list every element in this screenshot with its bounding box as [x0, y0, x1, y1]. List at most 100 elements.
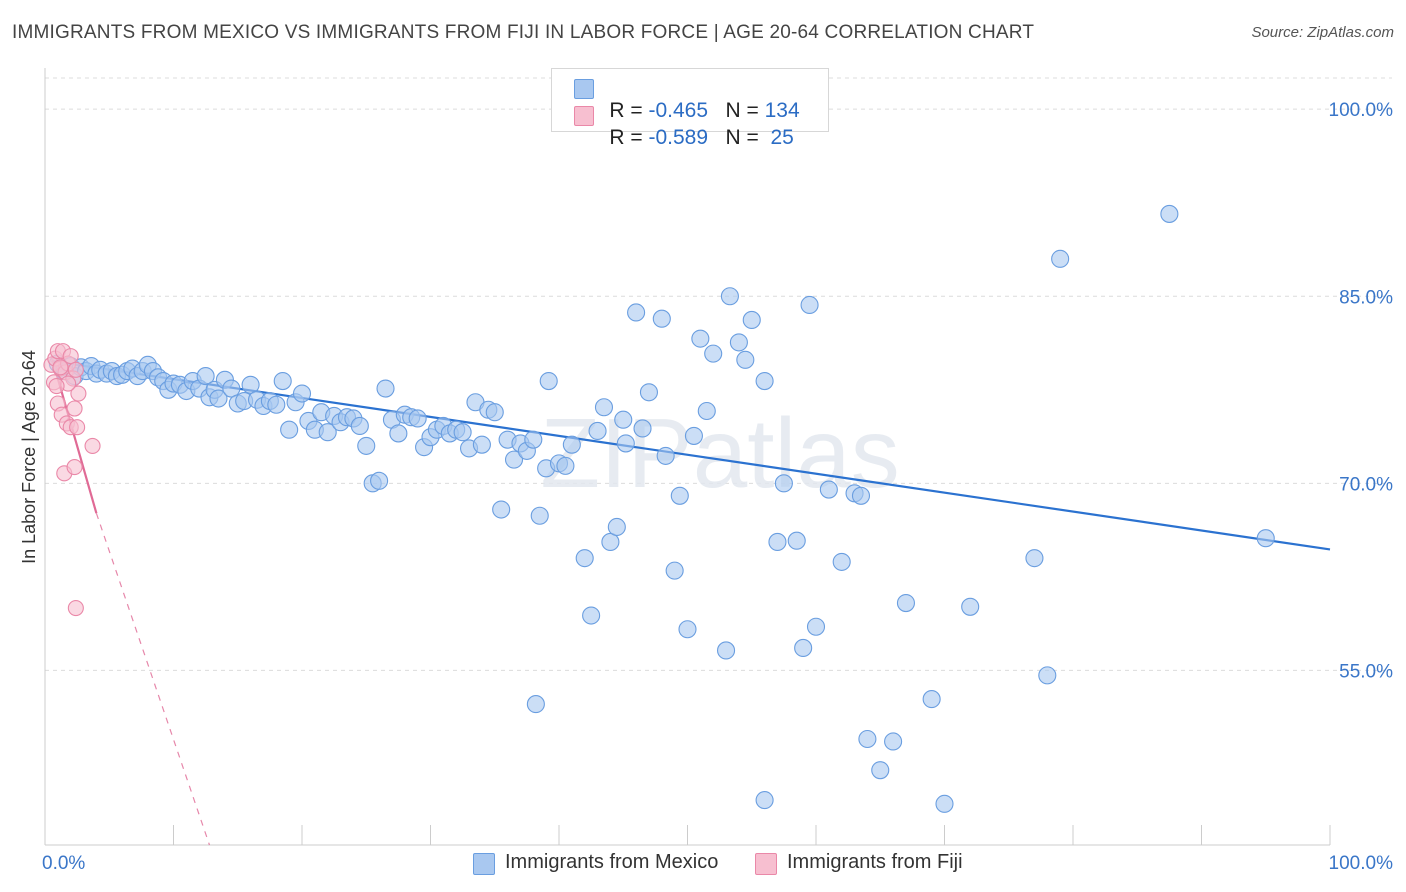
chart-title: IMMIGRANTS FROM MEXICO VS IMMIGRANTS FRO… [12, 22, 1035, 43]
data-points [43, 100, 1275, 813]
point-mexico [832, 552, 851, 571]
point-mexico [684, 426, 703, 445]
axes [44, 68, 1331, 846]
point-mexico [292, 384, 312, 403]
legend-n-value: 134 [764, 99, 800, 122]
point-mexico [774, 474, 793, 493]
legend-row-mexico: R = -0.465 N = 134 [574, 75, 800, 122]
y-tick-label: 55.0% [1339, 661, 1393, 682]
point-mexico [492, 500, 511, 519]
point-mexico [530, 506, 549, 525]
tick-labels: 55.0% 70.0% 85.0% 100.0% 0.0% 100.0% [42, 100, 1393, 874]
legend-swatch-fiji [755, 853, 777, 875]
point-mexico [871, 761, 890, 780]
point-mexico [704, 344, 723, 363]
point-mexico [691, 329, 710, 348]
point-mexico [539, 372, 558, 391]
point-fiji [84, 437, 101, 454]
point-mexico [582, 606, 601, 625]
legend-r-value: -0.465 [648, 99, 708, 122]
trend-line-mexico [51, 360, 1331, 551]
point-mexico [273, 372, 292, 391]
point-mexico [318, 423, 337, 442]
point-mexico [222, 379, 241, 398]
point-mexico [858, 729, 877, 749]
gridlines [45, 77, 1392, 671]
point-mexico [616, 434, 635, 453]
point-mexico [280, 420, 299, 439]
point-mexico [961, 597, 980, 616]
point-mexico [588, 421, 607, 440]
legend-swatch-mexico [574, 79, 594, 99]
point-mexico [485, 403, 504, 422]
legend-r-label: R = [609, 99, 649, 122]
point-fiji [62, 348, 79, 365]
y-axis-label: In Labor Force | Age 20-64 [19, 350, 39, 564]
y-tick-label: 100.0% [1329, 100, 1394, 121]
point-mexico [794, 638, 813, 657]
point-mexico [851, 486, 871, 505]
point-mexico [1038, 666, 1057, 685]
point-mexico [697, 401, 716, 421]
point-fiji [70, 385, 87, 402]
point-mexico [652, 309, 671, 328]
point-fiji [66, 400, 83, 417]
point-mexico [627, 303, 646, 322]
point-mexico [376, 379, 395, 398]
x-tick-label: 0.0% [42, 853, 85, 874]
point-mexico [575, 549, 594, 568]
point-mexico [768, 532, 787, 551]
point-mexico [633, 419, 652, 438]
point-mexico [800, 295, 819, 315]
point-fiji [67, 599, 84, 617]
point-mexico [665, 561, 684, 580]
legend-r-value: -0.589 [648, 126, 708, 149]
point-mexico [241, 375, 260, 394]
point-mexico [1025, 549, 1044, 568]
legend-row-fiji: R = -0.589 N = 25 [574, 102, 794, 149]
legend-item-fiji[interactable]: Immigrants from Fiji [755, 851, 963, 875]
y-tick-label: 70.0% [1339, 474, 1393, 495]
point-mexico [556, 456, 575, 475]
legend-label-fiji: Immigrants from Fiji [787, 851, 963, 873]
point-fiji [69, 419, 86, 436]
point-mexico [806, 617, 826, 636]
correlation-legend: R = -0.465 N = 134 R = -0.589 N = 25 [551, 68, 829, 149]
point-mexico [196, 367, 215, 386]
point-mexico [389, 424, 408, 443]
point-mexico [357, 436, 376, 455]
point-fiji [67, 361, 84, 378]
legend-r-label: R = [609, 126, 649, 149]
point-mexico [504, 450, 524, 469]
point-mexico [614, 410, 633, 429]
point-mexico [787, 531, 806, 550]
legend-swatch-mexico [473, 853, 495, 875]
point-mexico [755, 791, 774, 810]
point-mexico [370, 471, 389, 490]
watermark: ZIPatlas [540, 398, 899, 508]
point-mexico [453, 423, 472, 442]
point-mexico [819, 480, 838, 499]
point-fiji [52, 359, 69, 376]
point-mexico [607, 517, 626, 537]
point-mexico [1256, 529, 1275, 548]
point-mexico [678, 620, 697, 639]
point-mexico [884, 732, 903, 751]
point-mexico [267, 395, 286, 414]
point-mexico [209, 389, 228, 408]
point-mexico [562, 435, 581, 454]
point-mexico [935, 794, 954, 813]
legend-item-mexico[interactable]: Immigrants from Mexico [473, 851, 719, 875]
point-mexico [639, 383, 659, 402]
point-mexico [350, 416, 369, 436]
source-label: Source: ZipAtlas.com [1251, 24, 1394, 41]
point-fiji [48, 377, 65, 395]
point-mexico [720, 287, 739, 306]
point-mexico [896, 594, 916, 613]
point-mexico [472, 435, 491, 454]
legend-label-mexico: Immigrants from Mexico [505, 851, 719, 873]
point-mexico [526, 695, 545, 714]
point-fiji [66, 459, 83, 476]
legend-n-value: 25 [764, 126, 794, 149]
point-mexico [716, 641, 736, 660]
